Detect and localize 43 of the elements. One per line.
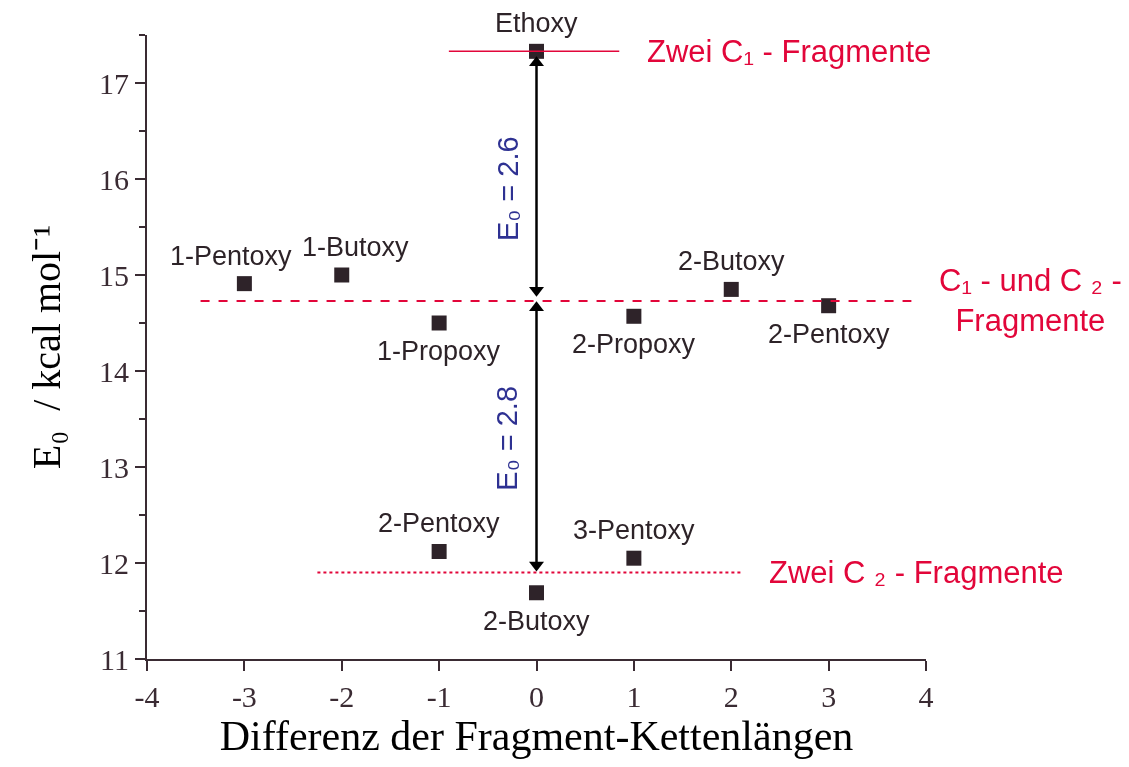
annotation: E₀ = 2.6 [491,136,524,242]
annotation: Ethoxy [495,8,579,38]
annotation: 2-Propoxy [572,329,696,359]
x-tick-label: 3 [821,680,837,713]
x-tick-label: 2 [723,680,739,713]
x-tick-label: 1 [626,680,642,713]
annotation: 2-Butoxy [483,606,591,636]
y-axis-title: E₀ / kcal mol⁻¹ [24,224,69,470]
annotation: 2-Pentoxy [378,508,501,538]
point [626,308,642,324]
point [626,550,642,566]
point [723,281,739,297]
y-tick-label: 17 [99,66,129,100]
x-tick-label: -1 [426,680,452,713]
y-tick-label: 13 [99,450,129,484]
point [529,43,544,59]
x-tick-label: 0 [529,680,544,713]
annotation: 2-Pentoxy [768,319,891,349]
annotation: 3-Pentoxy [573,515,696,545]
point [236,276,252,292]
point [334,267,350,283]
point [821,298,837,314]
x-tick-label: -4 [134,680,160,713]
series-label: Zwei C₁ - Fragmente [647,34,932,69]
y-tick-label: 15 [99,258,129,292]
series-label: C₁ - und C ₂ - Fragmente [939,263,1122,339]
point [431,315,447,331]
x-tick-label: -3 [231,680,257,713]
x-tick-label: -2 [329,680,355,713]
y-tick-label: 16 [99,162,129,196]
x-tick-label: 4 [918,680,934,713]
y-tick-label: 14 [99,354,129,388]
y-tick-label: 12 [99,546,129,580]
annotation: 2-Butoxy [678,246,786,276]
point [529,585,544,601]
x-axis-title: Differenz der Fragment-Kettenlängen [219,713,854,759]
annotation: 1-Pentoxy [170,241,293,271]
series-label: Zwei C ₂ - Fragmente [769,555,1064,590]
point [431,543,447,559]
annotation: E₀ = 2.8 [491,385,524,491]
annotation: 1-Butoxy [302,232,410,262]
annotation: 1-Propoxy [377,336,501,366]
y-tick-label: 11 [100,642,129,676]
